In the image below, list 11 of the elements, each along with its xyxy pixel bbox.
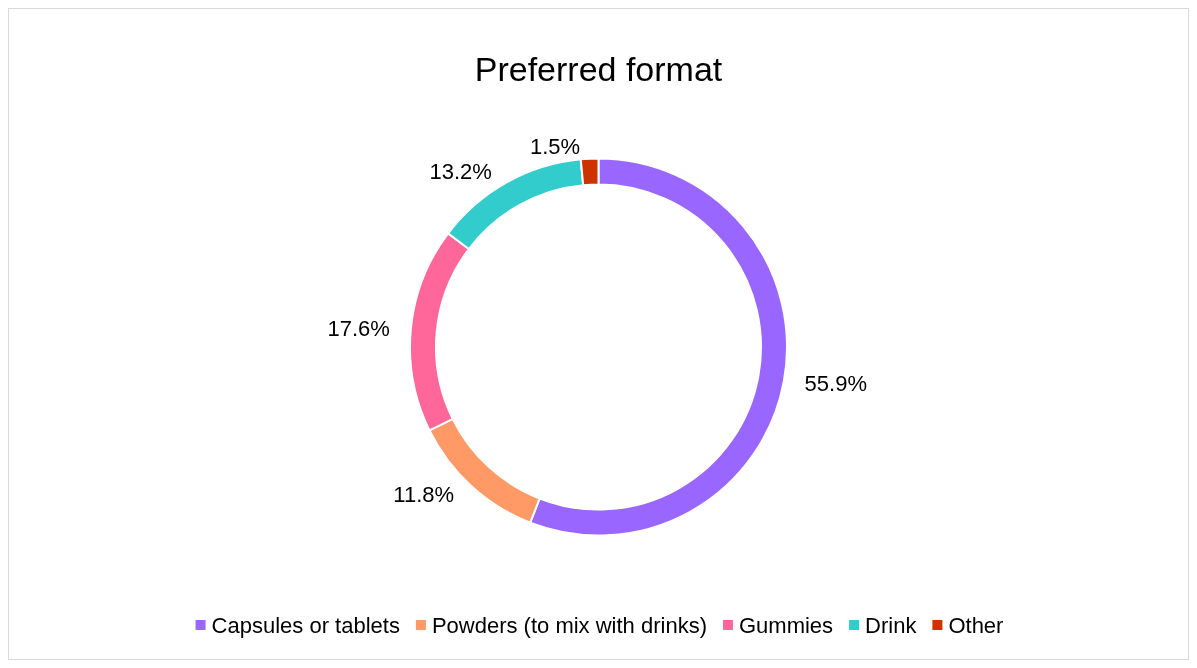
legend-label: Gummies [738, 612, 834, 638]
legend-label: Capsules or tablets [211, 612, 400, 638]
legend-label: Other [948, 612, 1004, 638]
data-label: 1.5% [529, 134, 581, 160]
data-label: 17.6% [327, 315, 390, 341]
chart-title: Preferred format [474, 50, 723, 88]
data-label: 55.9% [804, 371, 867, 397]
legend-label: Powders (to mix with drinks) [431, 612, 707, 638]
data-label: 11.8% [393, 482, 455, 508]
data-label: 13.2% [429, 159, 492, 185]
legend-label: Drink [865, 612, 918, 638]
